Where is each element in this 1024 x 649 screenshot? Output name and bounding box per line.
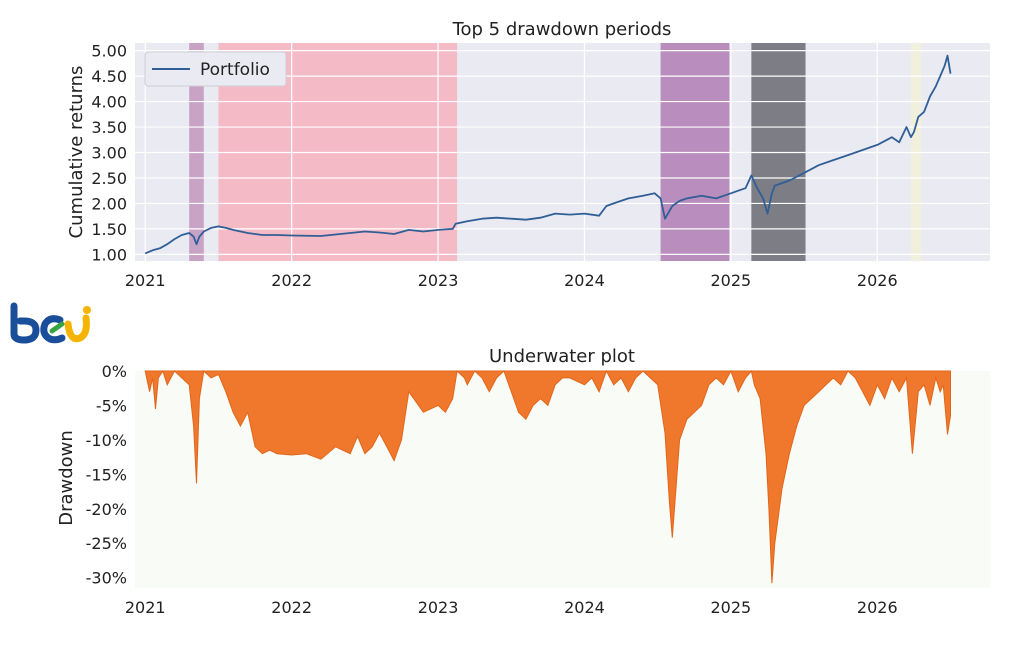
top-y-tick-label: 5.00 [91, 42, 127, 61]
top-chart-title: Top 5 drawdown periods [452, 19, 672, 40]
bottom-y-tick-label: -5% [96, 396, 127, 415]
bottom-y-tick-labels: 0% -5% -10% -15% -20% -25% -30% [86, 362, 127, 588]
bottom-x-tick-label: 2022 [271, 598, 312, 617]
legend-box [144, 51, 287, 87]
bottom-y-tick-label: -15% [86, 465, 127, 484]
top-y-tick-labels: 1.00 1.50 2.00 2.50 3.00 3.50 4.00 4.50 5.00 [91, 42, 127, 265]
top-y-axis-label: Cumulative returns [66, 66, 87, 239]
logo-letter-j [64, 314, 90, 343]
top-y-tick-label: 4.50 [91, 67, 127, 86]
top-y-tick-label: 2.50 [91, 169, 127, 188]
bottom-y-tick-label: -30% [86, 569, 127, 588]
bottom-x-tick-label: 2025 [711, 598, 752, 617]
top-x-tick-labels: 2021 2022 2023 2024 2025 2026 [125, 271, 898, 290]
portfolio-line-group [144, 54, 952, 255]
legend-label-portfolio: Portfolio [200, 60, 270, 80]
bottom-x-tick-label: 2024 [564, 598, 605, 617]
underwater-chart: 2021 2022 2023 2024 2025 2026 0% -5% -10% -15% -2… [56, 346, 990, 617]
bottom-y-tick-label: -20% [86, 500, 127, 519]
drawdown-area-group [144, 369, 951, 584]
portfolio-line [144, 54, 952, 255]
logo-swoosh [49, 321, 65, 334]
top-x-tick-label: 2022 [271, 271, 312, 290]
bottom-x-tick-label: 2026 [857, 598, 898, 617]
drawdown-area [144, 369, 951, 584]
top-x-tick-label: 2021 [125, 271, 166, 290]
top-x-tick-label: 2025 [711, 271, 752, 290]
logo-dot [83, 306, 91, 314]
bottom-y-tick-label: -25% [86, 534, 127, 553]
top-y-tick-label: 1.50 [91, 220, 127, 239]
top-y-tick-label: 3.00 [91, 144, 127, 163]
bcj-logo [10, 302, 91, 344]
bottom-y-tick-label: 0% [102, 362, 127, 381]
cumulative-returns-chart: 2021 2022 2023 2024 2025 2026 1.00 1.50 2.00 2.5… [66, 19, 990, 290]
legend: Portfolio [144, 51, 287, 87]
logo-letter-c [40, 315, 66, 344]
bottom-x-tick-label: 2021 [125, 598, 166, 617]
top-y-tick-label: 1.00 [91, 245, 127, 264]
bottom-y-axis-label: Drawdown [56, 430, 77, 526]
bottom-chart-title: Underwater plot [489, 346, 635, 367]
bottom-x-tick-label: 2023 [418, 598, 459, 617]
top-y-tick-label: 3.50 [91, 118, 127, 137]
top-x-tick-label: 2023 [418, 271, 459, 290]
top-gridlines [135, 43, 990, 261]
logo-letter-b [10, 302, 40, 344]
top-y-tick-label: 4.00 [91, 93, 127, 112]
top-y-tick-label: 2.00 [91, 194, 127, 213]
bottom-x-tick-labels: 2021 2022 2023 2024 2025 2026 [125, 598, 898, 617]
bottom-y-tick-label: -10% [86, 431, 127, 450]
top-x-tick-label: 2024 [564, 271, 605, 290]
top-x-tick-label: 2026 [857, 271, 898, 290]
